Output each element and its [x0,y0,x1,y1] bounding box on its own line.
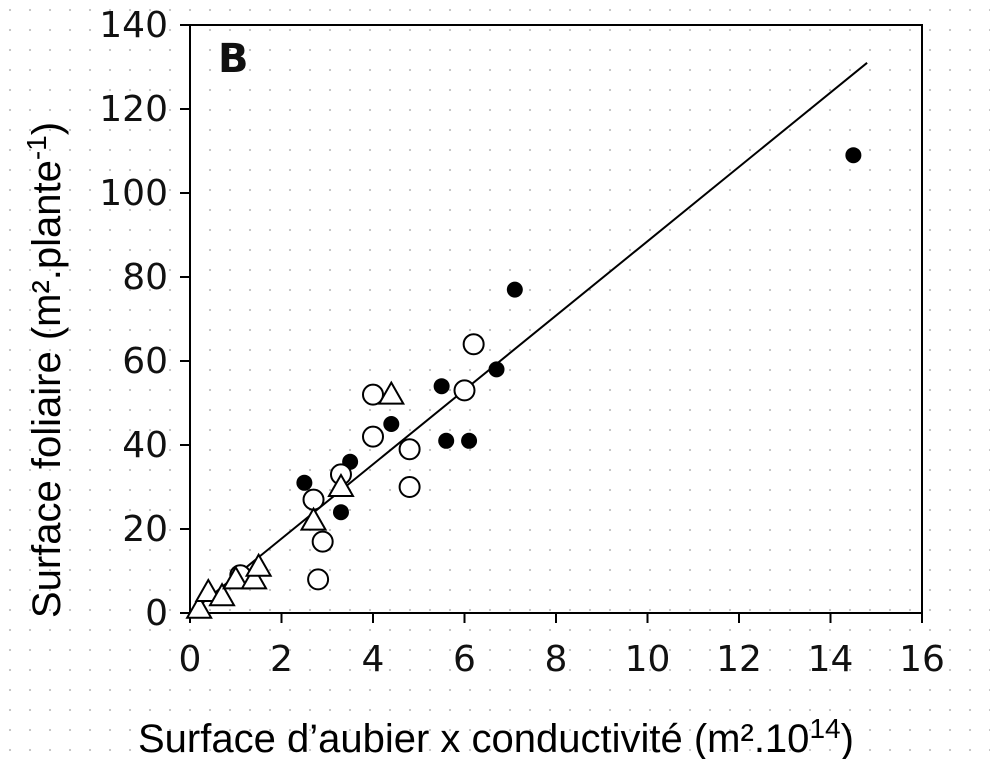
x-tick-label: 6 [453,639,476,680]
filled-circle-point [845,147,862,164]
open-circle-point [462,333,485,356]
y-axis-title-sup: -1 [21,135,52,160]
y-tick-label: 80 [122,257,168,298]
x-tick-label: 14 [808,639,854,680]
filled-circle-point [461,432,478,449]
y-tick-label: 40 [122,425,168,466]
filled-circle-point [296,474,313,491]
x-tick-label: 2 [270,639,293,680]
open-circle-point [398,438,421,461]
x-tick-label: 12 [716,639,762,680]
axis-ticks [180,24,923,623]
open-triangle-point [299,506,328,531]
y-tick-label: 140 [99,5,168,46]
y-tick-label: 0 [145,593,168,634]
data-points [185,147,862,619]
x-axis-title-sup: 14 [809,713,840,744]
y-tick-label: 120 [99,89,168,130]
open-circle-point [311,530,334,553]
open-triangle-point [240,565,268,590]
x-axis-title-end: ) [841,717,854,759]
y-tick-label: 60 [122,341,168,382]
y-tick-label: 100 [99,173,168,214]
x-axis-title-main: Surface d’aubier x conductivité (m².10 [138,717,809,759]
x-tick-label: 0 [179,639,202,680]
filled-circle-point [488,361,505,378]
y-tick-label: 20 [122,509,168,550]
x-tick-label: 8 [545,639,568,680]
open-triangle-point [377,380,406,405]
x-tick-label: 10 [625,639,671,680]
open-circle-point [362,383,384,406]
open-circle-point [362,425,384,448]
x-tick-label: 16 [899,639,945,680]
open-triangle-point [327,472,355,497]
filled-circle-point [332,504,349,521]
x-tick-label: 4 [362,639,385,680]
y-axis-title: Surface foliaire (m².plante-1) [21,122,69,618]
open-circle-point [398,476,421,498]
filled-circle-point [383,416,400,432]
filled-circle-point [506,281,523,298]
open-circle-point [453,379,476,402]
filled-circle-point [433,378,450,395]
open-triangle-point [222,565,250,590]
x-axis-title: Surface d’aubier x conductivité (m².1014… [138,713,854,759]
open-triangle-point [244,552,273,577]
open-triangle-point [185,594,213,619]
fit-line [189,62,868,614]
open-circle-point [307,568,330,591]
tick-labels: 0 2 4 6 8 10 12 14 16 0 20 40 60 80 100 120 140 [99,5,945,680]
open-triangle-point [208,582,236,607]
y-axis-title-end: ) [25,122,69,135]
panel-label: B [218,36,249,82]
fit-line-group [189,62,868,614]
y-axis-title-main: Surface foliaire (m².plante [25,160,69,618]
filled-circle-point [438,432,455,449]
